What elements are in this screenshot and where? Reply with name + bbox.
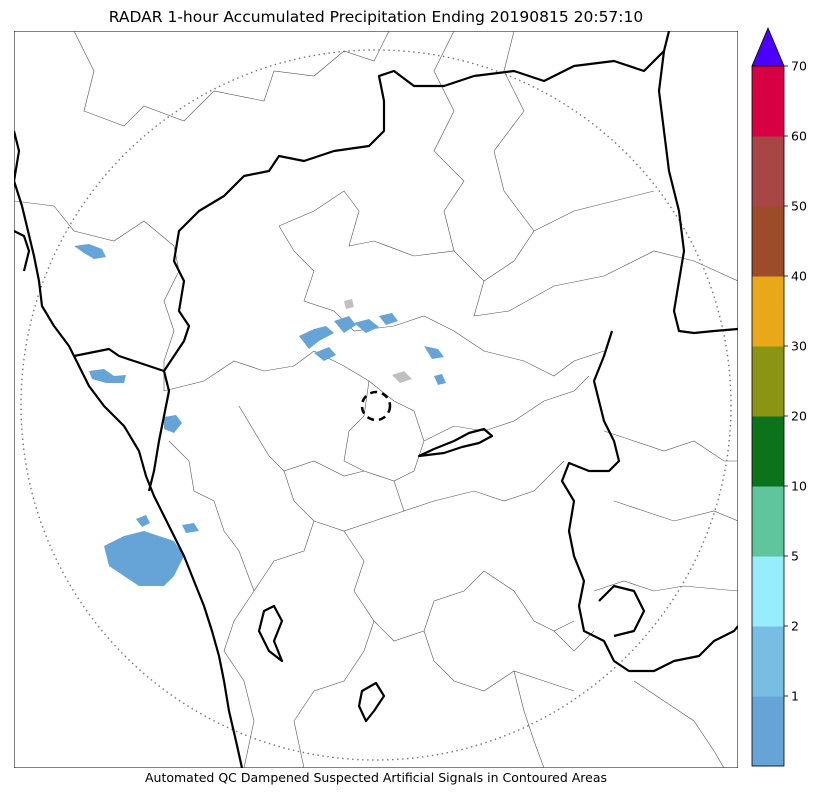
colorbar: 1 2 5 10 20 30 40 50 60 70 <box>751 26 807 767</box>
colorbar-tick-label: 20 <box>791 409 807 424</box>
state-boundaries <box>14 31 738 768</box>
range-ring <box>20 49 732 761</box>
colorbar-tick-label: 70 <box>791 59 807 74</box>
colorbar-tick-label: 60 <box>791 129 807 144</box>
colorbar-tick-label: 30 <box>791 339 807 354</box>
colorbar-bin <box>752 276 784 347</box>
colorbar-bin <box>752 556 784 627</box>
map-caption: Automated QC Dampened Suspected Artifici… <box>144 770 608 785</box>
radar-site-marker <box>360 390 392 422</box>
map-title: RADAR 1-hour Accumulated Precipitation E… <box>108 8 644 26</box>
colorbar-bin <box>752 416 784 487</box>
colorbar-bins <box>752 66 784 767</box>
colorbar-bin <box>752 66 784 137</box>
colorbar-ticks: 1 2 5 10 20 30 40 50 60 70 <box>784 59 807 704</box>
colorbar-bin <box>752 346 784 417</box>
colorbar-bin <box>752 486 784 557</box>
colorbar-tick-label: 1 <box>791 689 799 704</box>
colorbar-bin <box>752 206 784 277</box>
precipitation-echoes <box>74 244 446 586</box>
colorbar-tick-label: 40 <box>791 269 807 284</box>
radar-map <box>14 31 738 768</box>
district-boundaries <box>14 31 738 768</box>
colorbar-bin <box>752 136 784 207</box>
colorbar-tick-label: 10 <box>791 479 807 494</box>
colorbar-bin <box>752 696 784 767</box>
suppressed-echoes <box>344 299 412 383</box>
colorbar-tick-label: 50 <box>791 199 807 214</box>
colorbar-tick-label: 5 <box>791 549 799 564</box>
colorbar-tick-label: 2 <box>791 619 799 634</box>
colorbar-bin <box>752 626 784 697</box>
map-frame <box>14 31 738 768</box>
colorbar-extend-arrow <box>751 26 785 67</box>
